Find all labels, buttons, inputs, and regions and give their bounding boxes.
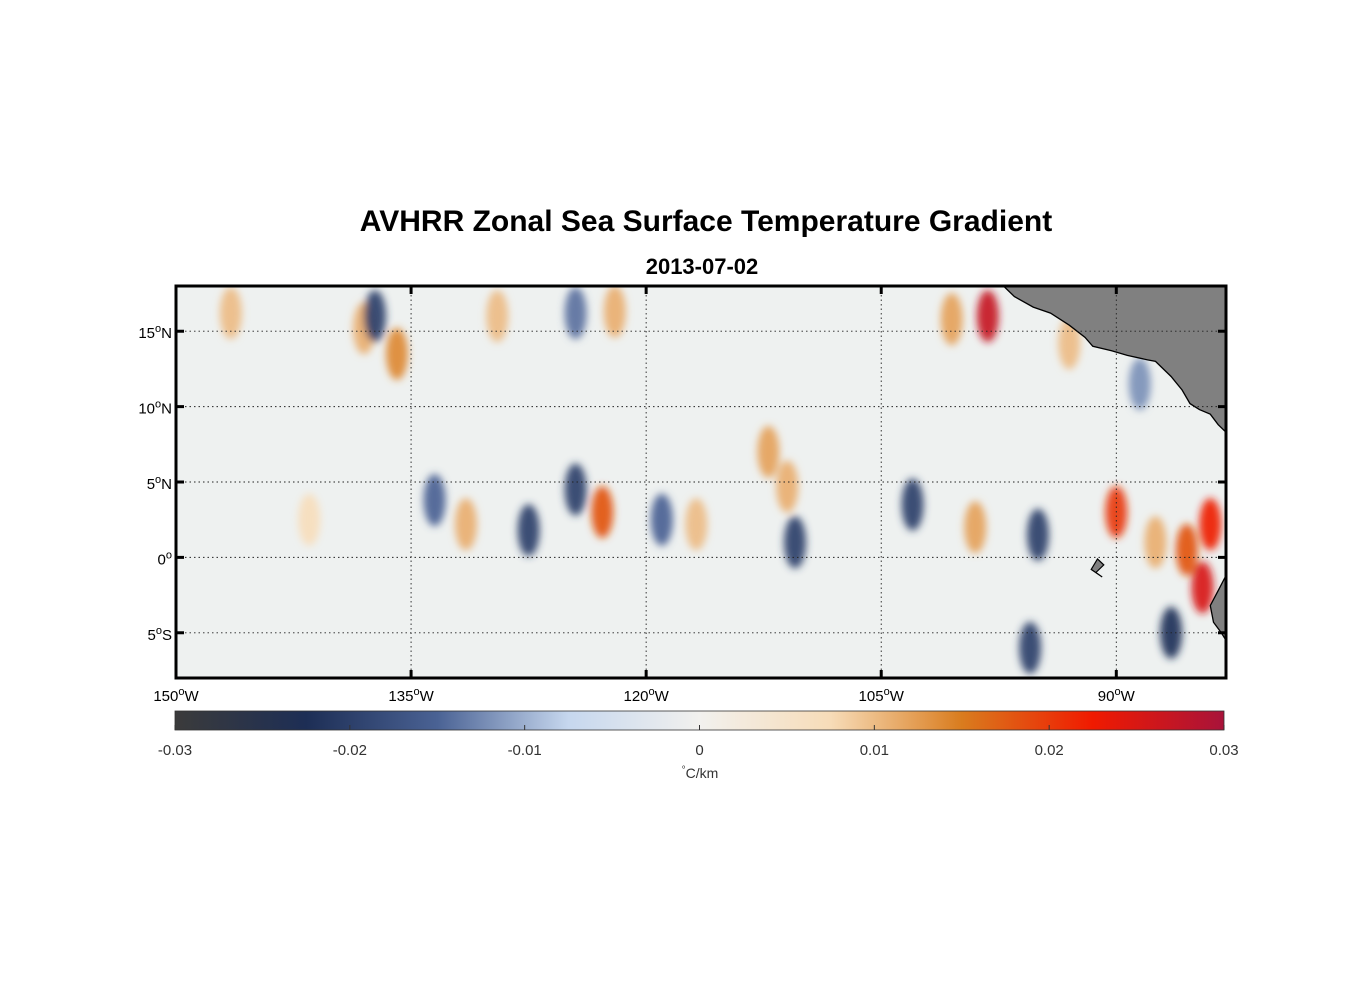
gradient-feature xyxy=(219,287,242,340)
colorbar: -0.03 -0.02 -0.01 0 0.01 0.02 0.03 °C/km xyxy=(158,710,1239,781)
land-galapagos xyxy=(1090,557,1105,578)
chart-subtitle: 2013-07-02 xyxy=(645,254,759,279)
x-axis-labels: 150oW 135oW 120oW 105oW 90oW xyxy=(153,686,1135,705)
gradient-field xyxy=(219,286,1222,674)
gradient-feature xyxy=(1191,561,1214,614)
gradient-feature xyxy=(784,516,807,569)
colorbar-tick-label: 0.01 xyxy=(860,742,889,759)
x-tick-label: 150oW xyxy=(153,686,199,705)
gradient-feature xyxy=(1058,317,1081,370)
y-tick-label: 5oS xyxy=(148,625,172,644)
colorbar-tick-label: -0.03 xyxy=(158,742,192,759)
gradient-feature xyxy=(423,474,446,527)
gradient-feature xyxy=(940,293,963,346)
land-layer xyxy=(1002,286,1226,642)
y-tick-label: 5oN xyxy=(147,474,172,493)
colorbar-tick-label: -0.01 xyxy=(508,742,542,759)
colorbar-tick-label: -0.02 xyxy=(333,742,367,759)
gradient-feature xyxy=(901,478,924,531)
gradient-feature xyxy=(564,463,587,516)
x-tick-label: 135oW xyxy=(388,686,434,705)
gradient-feature xyxy=(364,290,387,343)
gradient-feature xyxy=(976,290,999,343)
gradient-feature xyxy=(1199,498,1222,551)
gradient-feature xyxy=(1175,523,1198,576)
colorbar-tick-label: 0.02 xyxy=(1035,742,1064,759)
gradient-feature xyxy=(1144,516,1167,569)
gradient-feature xyxy=(1026,508,1049,561)
colorbar-ticks: -0.03 -0.02 -0.01 0 0.01 0.02 0.03 xyxy=(158,725,1239,759)
land-south-america xyxy=(1209,575,1226,642)
gradient-feature xyxy=(757,425,780,478)
gradient-feature xyxy=(486,290,509,343)
gradient-feature xyxy=(776,460,799,513)
gradient-feature xyxy=(1019,621,1042,674)
colorbar-tick-label: 0 xyxy=(695,742,703,759)
axis-ticks xyxy=(174,286,1226,678)
colorbar-tick-label: 0.03 xyxy=(1209,742,1238,759)
y-tick-label: 15oN xyxy=(138,323,172,342)
y-tick-label: 0o xyxy=(158,549,172,568)
gradient-feature xyxy=(385,327,408,380)
gradient-feature xyxy=(650,493,673,546)
gradient-feature xyxy=(517,504,540,557)
colorbar-unit: °C/km xyxy=(682,765,719,781)
chart-title: AVHRR Zonal Sea Surface Temperature Grad… xyxy=(359,205,1053,238)
gradient-feature xyxy=(591,486,614,539)
gradient-feature xyxy=(685,498,708,551)
gradient-feature xyxy=(1128,358,1151,410)
land-central-america xyxy=(1002,286,1226,434)
y-axis-labels: 15oN 10oN 5oN 0o 5oS xyxy=(138,323,172,644)
x-tick-label: 90oW xyxy=(1098,686,1136,705)
gradient-feature xyxy=(564,287,587,340)
ocean-background xyxy=(176,286,1226,678)
gradient-feature xyxy=(964,501,987,554)
x-tick-label: 120oW xyxy=(623,686,669,705)
map-panel: 150oW 135oW 120oW 105oW 90oW 15oN 10oN 5oN 0o 5o… xyxy=(138,284,1228,705)
y-tick-label: 10oN xyxy=(138,399,172,418)
gradient-feature xyxy=(298,493,321,546)
x-tick-label: 105oW xyxy=(859,686,905,705)
gradient-feature xyxy=(454,498,477,551)
gradient-feature xyxy=(603,286,626,338)
